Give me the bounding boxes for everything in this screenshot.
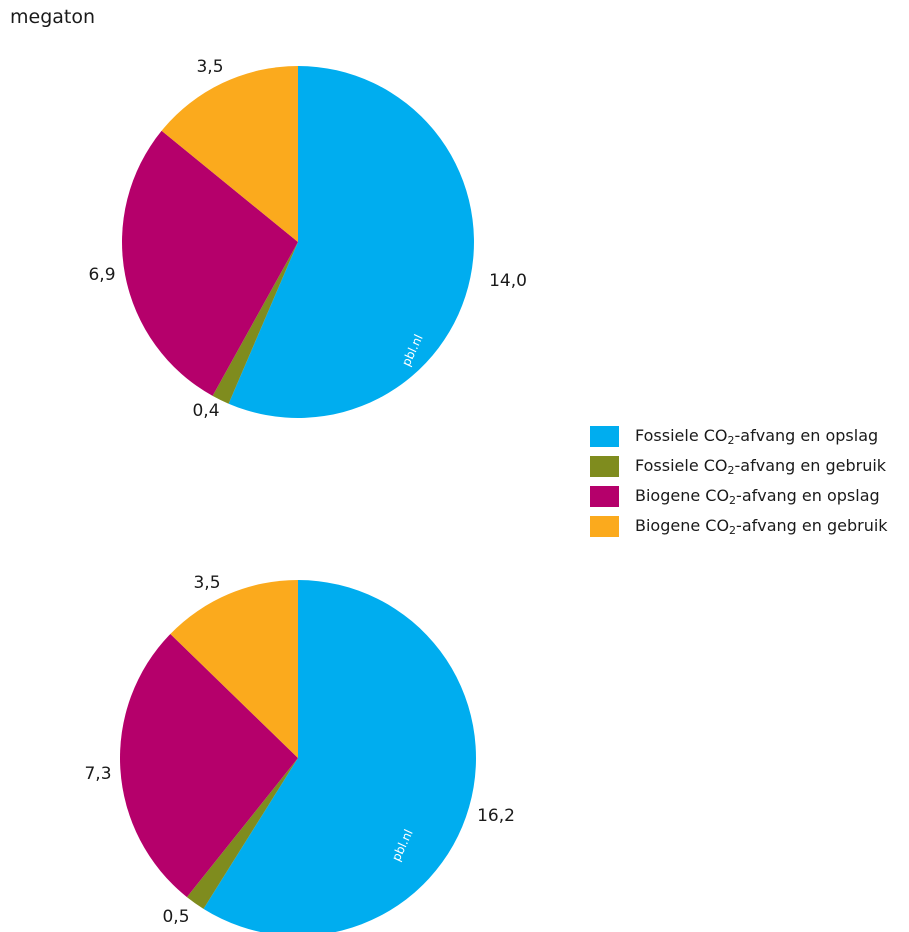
pie-slice: [228, 66, 474, 418]
legend-swatch: [590, 485, 619, 507]
legend-item: Biogene CO2-afvang en gebruik: [590, 511, 888, 541]
legend-label: Fossiele CO2-afvang en opslag: [635, 425, 879, 447]
legend-swatch: [590, 425, 619, 447]
pie-slice: [120, 633, 298, 898]
slice-value-label: 3,5: [193, 573, 220, 593]
pie-slice: [203, 580, 476, 932]
legend-item: Fossiele CO2-afvang en gebruik: [590, 451, 888, 481]
slice-value-label: 3,5: [196, 57, 223, 77]
pie-slice: [186, 758, 298, 909]
legend-swatch: [590, 455, 619, 477]
unit-label: megaton: [10, 6, 96, 28]
legend-item: Biogene CO2-afvang en opslag: [590, 481, 888, 511]
pie-slice: [170, 580, 298, 758]
slice-value-label: 0,5: [162, 907, 189, 927]
slice-value-label: 6,9: [88, 265, 115, 285]
pie-slice: [161, 66, 298, 242]
slice-value-label: 14,0: [489, 271, 527, 291]
slice-value-label: 0,4: [192, 401, 219, 421]
pie-slice: [122, 130, 298, 396]
legend-label: Biogene CO2-afvang en gebruik: [635, 515, 888, 537]
legend-label: Fossiele CO2-afvang en gebruik: [635, 455, 887, 477]
legend-item: Fossiele CO2-afvang en opslag: [590, 421, 888, 451]
slice-value-label: 16,2: [477, 806, 515, 826]
slice-value-label: 7,3: [84, 764, 111, 784]
legend-swatch: [590, 515, 619, 537]
pie-slice: [212, 242, 298, 404]
legend: Fossiele CO2-afvang en opslag Fossiele CO…: [590, 421, 888, 541]
legend-label: Biogene CO2-afvang en opslag: [635, 485, 880, 507]
